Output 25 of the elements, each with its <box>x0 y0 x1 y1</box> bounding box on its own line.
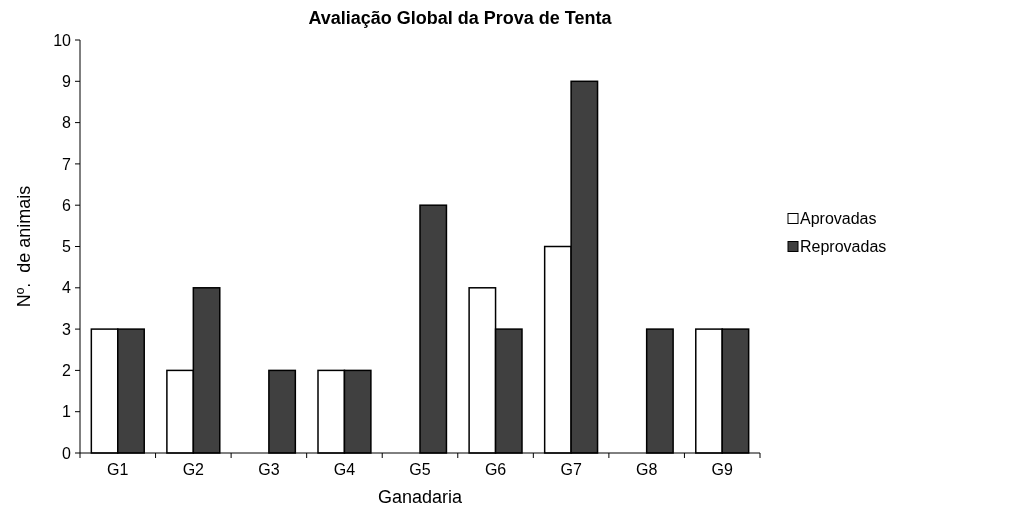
y-tick-label: 3 <box>62 320 72 338</box>
y-tick-label: 9 <box>62 72 72 90</box>
y-tick-label: 6 <box>62 196 72 214</box>
x-tick-label: G3 <box>258 461 280 478</box>
y-tick-label: 0 <box>62 444 72 462</box>
x-tick-label: G8 <box>635 461 658 478</box>
y-tick-label: 7 <box>62 155 72 173</box>
y-tick-label: 4 <box>62 279 72 297</box>
x-tick-label: G5 <box>409 461 431 478</box>
x-tick-label: G2 <box>182 461 205 478</box>
x-tick-label: G4 <box>333 461 356 478</box>
y-tick-label: 5 <box>62 238 72 256</box>
y-tick-label: 10 <box>53 31 72 49</box>
y-tick-label: 2 <box>62 362 72 379</box>
chart-title: Avaliação Global da Prova de Tenta <box>308 8 613 28</box>
x-tick-label: G7 <box>560 461 582 478</box>
y-tick-label: 8 <box>62 114 72 132</box>
x-tick-label: G1 <box>107 461 129 478</box>
legend-label: Reprovadas <box>800 238 887 256</box>
x-axis-title: Ganadaria <box>377 487 464 507</box>
legend-label: Aprovadas <box>800 210 877 228</box>
y-tick-label: 1 <box>62 403 72 421</box>
x-tick-label: G6 <box>484 461 507 478</box>
x-tick-label: G9 <box>711 461 733 478</box>
y-axis-title: Nº. de animais <box>14 185 34 308</box>
